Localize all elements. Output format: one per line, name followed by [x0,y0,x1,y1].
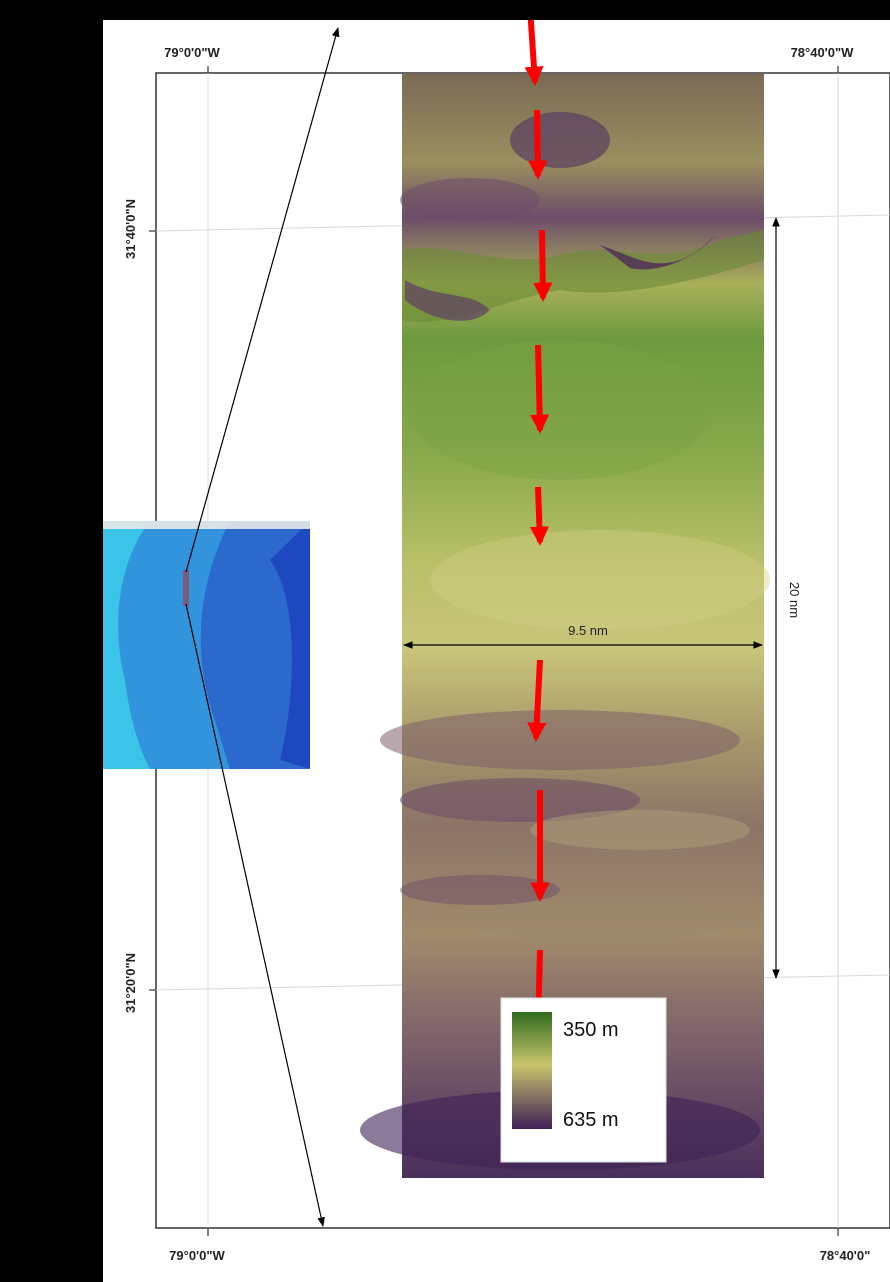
lon-label-top-right: 78°40'0"W [791,45,855,60]
scale-width-label: 9.5 nm [568,623,608,638]
lon-label-bottom-left: 79°0'0"W [169,1248,225,1263]
inset-survey-area [183,570,189,606]
depth-legend: 350 m 635 m [500,997,667,1163]
scale-width: 9.5 nm [403,623,763,649]
map-canvas: 79°0'0"W 78°40'0"W 79°0'0"W 78°40'0" 31°… [103,20,890,1263]
flow-arrow [528,109,548,180]
graticule-ticks [149,66,839,1236]
lat-label-upper: 31°40'0"N [123,199,138,259]
flow-arrow [529,486,550,546]
lon-label-bottom-right: 78°40'0" [820,1248,871,1263]
legend-colorbar [512,1012,552,1129]
scale-height-label: 20 nm [787,582,802,618]
leader-lines [185,27,340,1227]
scale-height: 20 nm [772,217,802,979]
map-panel: 79°0'0"W 78°40'0"W 79°0'0"W 78°40'0" 31°… [103,20,890,1282]
flow-arrow [524,20,544,86]
lon-label-top-left: 79°0'0"W [164,45,220,60]
lat-label-lower: 31°20'0"N [123,953,138,1013]
flow-arrow [530,344,550,434]
legend-deep-label: 635 m [563,1109,619,1131]
legend-shallow-label: 350 m [563,1019,619,1041]
flow-arrow [533,229,553,302]
flow-arrow [527,659,547,742]
inset-map [103,521,310,769]
bathymetry-raster [360,74,770,1178]
